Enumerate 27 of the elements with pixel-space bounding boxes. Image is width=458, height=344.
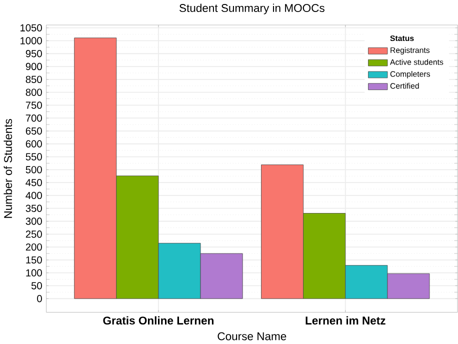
y-tick-label: 50 (31, 282, 42, 290)
y-axis-title: Number of Students (4, 118, 12, 218)
y-tick-label: 800 (26, 88, 42, 96)
y-tick-label: 650 (26, 127, 42, 135)
y-tick-label: 250 (26, 230, 42, 238)
y-tick-label: 200 (26, 243, 42, 251)
y-tick-label: 400 (26, 192, 42, 200)
y-tick-label: 700 (26, 114, 42, 122)
chart-title: Student Summary in MOOCs (179, 4, 324, 14)
y-tick-label: 450 (26, 178, 42, 186)
y-tick-label: 950 (26, 50, 42, 58)
y-tick-label: 350 (26, 204, 42, 212)
y-tick-label: 1050 (20, 24, 42, 32)
x-axis-title: Course Name (218, 332, 286, 340)
y-tick-label: 150 (26, 256, 42, 264)
y-tick-label: 550 (26, 153, 42, 160)
x-tick-label: Lernen im Netz (306, 316, 386, 325)
y-tick-label: 900 (26, 62, 42, 70)
y-tick-label: 1000 (20, 37, 42, 44)
y-tick-label: 100 (26, 269, 42, 276)
x-tick-label: Gratis Online Lernen (103, 316, 214, 325)
y-tick-label: 850 (26, 76, 42, 84)
y-tick-label: 750 (26, 102, 42, 109)
y-tick-label: 600 (26, 140, 42, 148)
y-tick-label: 500 (26, 166, 42, 174)
y-tick-label: 300 (26, 218, 42, 225)
y-tick-label: 0 (37, 295, 42, 302)
